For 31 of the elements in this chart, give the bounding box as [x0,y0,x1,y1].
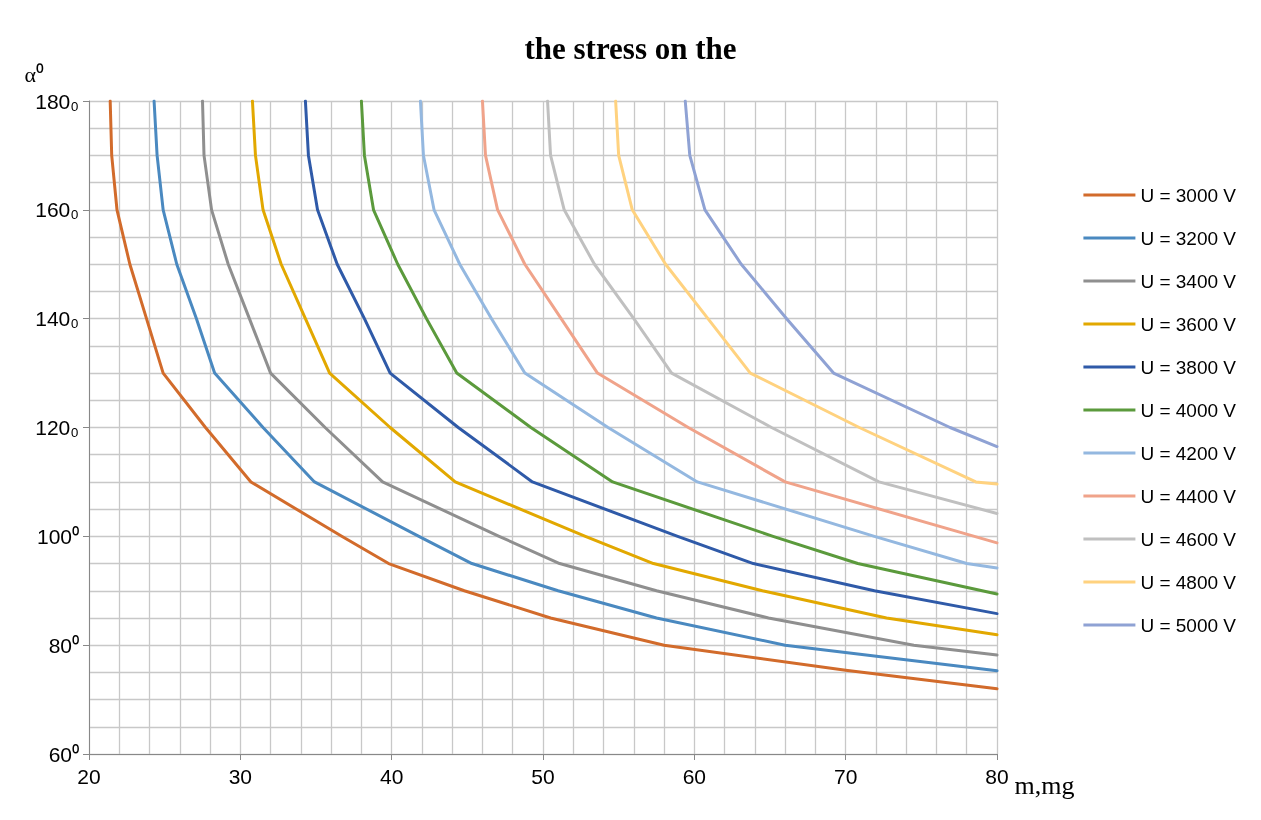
x-tick-label: 70 [833,765,858,788]
legend-label: U = 3000 V [1140,184,1237,206]
legend-label: U = 3200 V [1140,227,1237,249]
x-axis-title: m,mg [1014,770,1075,800]
line-series [683,99,999,449]
chart-title: the stress on the [524,31,737,66]
y-tick-label: 80⁰ [48,633,79,657]
legend-label: U = 5000 V [1140,614,1237,636]
x-tick-label: 50 [531,765,555,788]
x-tick-label: 40 [379,765,404,788]
y-tick-label: 120₀ [35,416,79,439]
x-tick-label: 60 [682,765,707,788]
legend-label: U = 3800 V [1140,356,1237,378]
x-tick-label: 20 [77,765,101,788]
line-series [480,99,999,545]
y-tick-label: 180₀ [35,89,79,113]
y-axis-title: α⁰ [24,61,44,87]
legend-label: U = 4200 V [1140,442,1237,464]
legend-label: U = 4000 V [1140,399,1237,421]
y-tick-label: 60⁰ [48,742,79,766]
legend-label: U = 4600 V [1140,528,1237,550]
line-series [614,99,999,486]
y-tick-label: 140₀ [35,307,79,331]
y-tick-label: 100⁰ [36,524,79,548]
y-tick-label: 160₀ [35,198,79,222]
x-tick-label: 80 [985,765,1009,788]
legend-label: U = 4400 V [1140,485,1237,507]
legend-label: U = 3400 V [1140,270,1237,292]
x-tick-label: 30 [228,765,253,788]
legend-label: U = 3600 V [1140,313,1237,335]
legend-label: U = 4800 V [1140,571,1237,593]
